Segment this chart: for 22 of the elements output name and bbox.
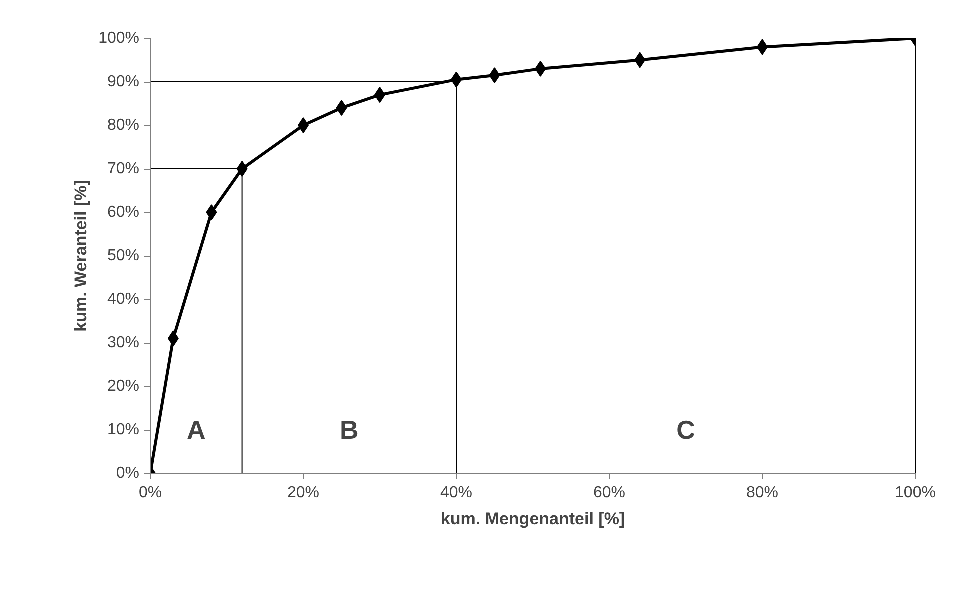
- y-tick-label: 20%: [107, 378, 140, 395]
- y-tick-label: 0%: [116, 465, 140, 482]
- y-tick-label: 30%: [107, 334, 140, 352]
- x-tick-label: 80%: [746, 484, 779, 502]
- y-tick-label: 70%: [107, 160, 140, 178]
- x-tick-label: 0%: [138, 484, 162, 502]
- x-tick-label: 40%: [440, 484, 473, 502]
- x-tick-label: 100%: [895, 484, 936, 502]
- x-tick-label: 20%: [287, 484, 320, 502]
- y-axis-title: kum. Weranteil [%]: [72, 180, 91, 332]
- y-tick-label: 10%: [107, 422, 140, 438]
- band-label: A: [187, 415, 206, 445]
- y-tick-label: 80%: [107, 117, 140, 134]
- y-tick-label: 100%: [98, 30, 140, 47]
- y-tick-label: 50%: [107, 248, 140, 264]
- y-tick-label: 40%: [107, 291, 140, 308]
- y-tick-label: 60%: [107, 204, 140, 221]
- x-tick-label: 60%: [593, 484, 626, 502]
- x-axis-title: kum. Mengenanteil [%]: [440, 510, 626, 528]
- band-label: C: [676, 415, 696, 445]
- y-tick-label: 90%: [107, 74, 140, 90]
- band-label: B: [340, 415, 359, 445]
